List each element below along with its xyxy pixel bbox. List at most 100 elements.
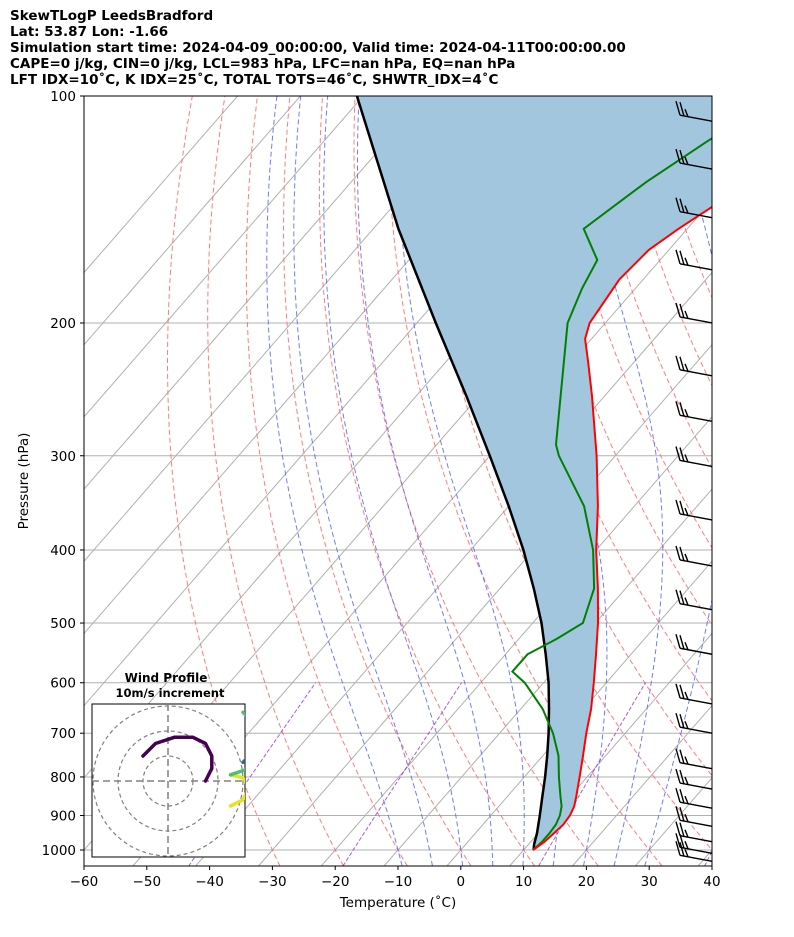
- wind-barb: [675, 148, 713, 170]
- header-indices: LFT IDX=10˚C, K IDX=25˚C, TOTAL TOTS=46˚…: [10, 72, 499, 88]
- wind-barb-staff: [679, 854, 713, 862]
- wind-barb-flag: [684, 507, 689, 516]
- wind-barb-flag: [684, 849, 689, 858]
- wind-barb: [675, 821, 713, 843]
- wind-barb-flag: [679, 788, 685, 804]
- wind-barb-flag: [675, 787, 681, 803]
- y-tick-label: 700: [50, 726, 76, 742]
- isotherm-line: [84, 96, 301, 346]
- dewpoint-line: [510, 137, 712, 851]
- wind-barb-flag: [675, 833, 681, 848]
- wind-barb-flag: [679, 402, 685, 417]
- wind-barb-flag: [679, 749, 685, 764]
- wind-barb-staff: [679, 369, 713, 377]
- wind-barb-flag: [684, 454, 689, 463]
- header-title: SkewTLogP LeedsBradford: [10, 8, 214, 24]
- wind-barb-flag: [675, 683, 681, 699]
- wind-barb-staff: [679, 414, 713, 422]
- isotherm-line: [84, 96, 427, 490]
- header-times: Simulation start time: 2024-04-09_00:00:…: [10, 40, 626, 56]
- wind-barb: [675, 806, 713, 827]
- wind-barb: [675, 197, 713, 219]
- wind-barb: [675, 683, 713, 705]
- dry-adiabat: [318, 96, 536, 866]
- wind-barb-staff: [679, 513, 713, 521]
- profile-layer: [355, 96, 712, 851]
- wind-barb: [675, 545, 713, 567]
- header-cape: CAPE=0 j/kg, CIN=0 j/kg, LCL=983 hPa, LF…: [10, 56, 516, 72]
- wind-barb-flag: [684, 553, 689, 562]
- wind-barb-flag: [675, 545, 681, 561]
- y-tick-label: 800: [50, 770, 76, 786]
- mixing-ratio-line: [704, 850, 712, 866]
- x-tick-label: −60: [70, 874, 99, 890]
- mixing-ratio-line: [188, 682, 317, 866]
- x-tick-label: −10: [384, 874, 413, 890]
- moist-adiabat: [266, 96, 403, 866]
- dry-adiabat: [387, 96, 663, 866]
- wind-barb-flag: [675, 446, 681, 461]
- wind-barb-flag: [679, 198, 685, 213]
- wind-barb-flag: [675, 499, 681, 515]
- wind-barb: [675, 589, 713, 611]
- wind-barb-flag: [679, 769, 685, 785]
- dry-adiabat: [549, 96, 712, 549]
- wind-barb-staff: [679, 114, 713, 122]
- wind-barb-flag: [684, 408, 689, 418]
- isotherm-line: [84, 96, 364, 418]
- dry-adiabat: [245, 96, 408, 866]
- wind-barb-flag: [679, 842, 685, 857]
- wind-barb-flag: [675, 713, 681, 728]
- wind-barb-flag: [679, 834, 685, 849]
- isotherm-line: [84, 96, 238, 274]
- dry-adiabat: [207, 96, 345, 866]
- y-tick-label: 200: [50, 316, 76, 332]
- x-tick-label: −30: [258, 874, 287, 890]
- wind-barb-flag: [679, 303, 685, 319]
- cin-cape-shading: [356, 96, 712, 850]
- moist-adiabat: [644, 96, 712, 866]
- wind-barb-flag: [684, 257, 689, 266]
- x-tick-label: 30: [641, 874, 658, 890]
- wind-barb-flag: [684, 720, 689, 729]
- hodograph-subtitle: 10m/s increment: [116, 686, 225, 700]
- temperature-line: [532, 205, 712, 851]
- wind-barb: [675, 101, 713, 122]
- wind-barb-flag: [684, 597, 689, 606]
- parcel-profile-line: [355, 96, 551, 851]
- wind-barb-flag: [684, 108, 689, 117]
- wind-barb-layer: [675, 101, 713, 862]
- wind-barb-flag: [679, 546, 685, 562]
- wind-barb-flag: [675, 821, 681, 836]
- isotherm-line: [383, 488, 712, 866]
- wind-barb: [675, 787, 713, 809]
- moist-adiabat: [323, 96, 464, 866]
- wind-barb: [675, 446, 713, 468]
- wind-barb: [675, 249, 713, 271]
- wind-barb: [675, 355, 713, 377]
- hodograph-trace: [141, 735, 214, 783]
- dry-adiabat: [713, 96, 794, 866]
- wind-barb-staff: [679, 761, 713, 770]
- wind-barb-flag: [675, 101, 681, 116]
- x-axis-label: Temperature (˚C): [339, 894, 457, 911]
- wind-barb-staff: [679, 801, 713, 809]
- wind-barb: [675, 748, 713, 770]
- wind-barb-staff: [679, 782, 713, 790]
- wind-barb-flag: [675, 148, 681, 164]
- chart-header: SkewTLogP LeedsBradford Lat: 53.87 Lon: …: [10, 8, 626, 88]
- wind-barb-flag: [675, 197, 681, 212]
- mixing-ratio-line: [342, 682, 463, 866]
- wind-barb-staff: [679, 559, 713, 567]
- wind-barb-flag: [684, 776, 689, 785]
- wind-barb-flag: [684, 641, 689, 651]
- wind-barb-flag: [675, 634, 681, 649]
- wind-barb-flag: [684, 813, 689, 823]
- wind-barb: [675, 833, 713, 854]
- hodograph-title: Wind Profile: [125, 671, 208, 685]
- wind-barb-staff: [679, 316, 713, 324]
- wind-barb-staff: [679, 459, 713, 468]
- x-tick-label: 40: [703, 874, 720, 890]
- dry-adiabat: [778, 96, 794, 866]
- wind-barb-flag: [684, 310, 689, 319]
